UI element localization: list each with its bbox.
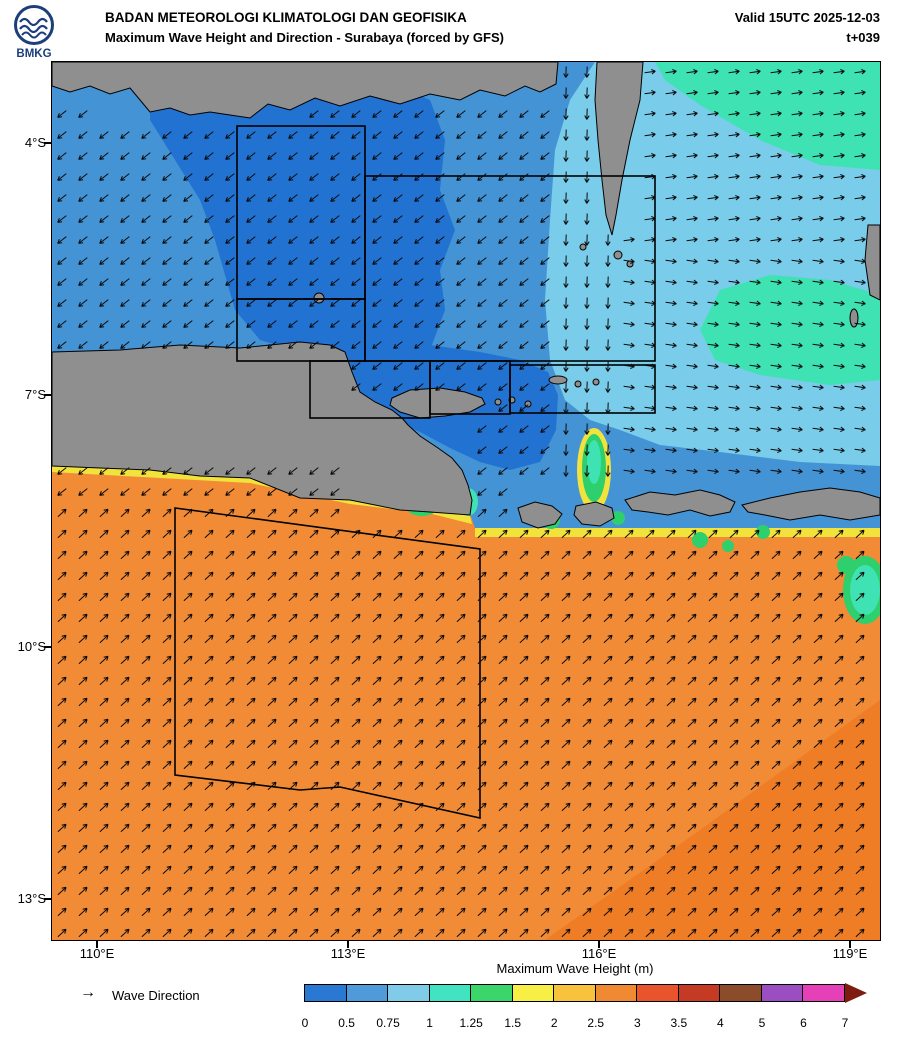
sea-region-orange — [52, 462, 880, 940]
island — [494, 398, 502, 406]
colorbar-segment — [387, 984, 430, 1002]
axis-tick — [44, 898, 51, 900]
colorbar-tick-label: 1.25 — [459, 1016, 483, 1030]
product-title: Maximum Wave Height and Direction - Sura… — [105, 30, 504, 45]
wave-direction-arrows — [57, 66, 866, 938]
land-bali — [517, 501, 563, 529]
colorbar-tick-label: 0 — [301, 1016, 309, 1030]
land-lombok — [573, 501, 615, 527]
land-madura — [389, 387, 486, 419]
colorbar-tick-label: 2.5 — [587, 1016, 605, 1030]
coast-blob — [850, 565, 880, 615]
axis-tick — [347, 941, 349, 948]
valid-time: Valid 15UTC 2025-12-03 — [734, 10, 880, 25]
logo-wave-2 — [19, 24, 48, 34]
colorbar-tick-label: 3 — [633, 1016, 641, 1030]
sea-region-dark-north — [150, 70, 455, 358]
colorbar-segment — [802, 984, 845, 1002]
map-svg — [52, 62, 880, 940]
agency-title: BADAN METEOROLOGI KLIMATOLOGI DAN GEOFIS… — [105, 10, 467, 25]
island — [574, 380, 582, 388]
land-sumbawa — [624, 489, 736, 517]
forecast-step: t+039 — [846, 30, 880, 45]
colorbar-tick-label: 4 — [717, 1016, 724, 1030]
forecast-zone-box-south — [174, 507, 481, 819]
colorbar-tick-label: 1.5 — [504, 1016, 522, 1030]
lat-label-13s: 13°S — [17, 891, 46, 906]
island-selayar — [849, 308, 859, 328]
colorbar-overflow-arrow — [845, 983, 867, 1003]
colorbar-segment — [719, 984, 762, 1002]
colorbar-tick-label: 3.5 — [670, 1016, 688, 1030]
colorbar-segment — [470, 984, 513, 1002]
colorbar-segment — [304, 984, 347, 1002]
colorbar-segment — [760, 984, 804, 1002]
island-kangean — [548, 375, 568, 385]
colorbar-segment — [677, 984, 721, 1002]
sea-region-teal-ne — [655, 62, 880, 170]
land-sulawesi-tip — [864, 224, 880, 301]
colorbar-tick-label: 1 — [426, 1016, 433, 1030]
lon-label-119e: 119°E — [832, 946, 868, 961]
lat-label-4s: 4°S — [24, 135, 46, 150]
lat-label-7s: 7°S — [24, 387, 46, 402]
coast-blob — [611, 511, 625, 525]
coast-blob — [756, 525, 770, 539]
axis-tick — [96, 941, 98, 948]
colorbar-title: Maximum Wave Height (m) — [496, 961, 654, 976]
coast-fringe-yellow-islands — [475, 528, 880, 537]
forecast-zone-box — [236, 298, 366, 362]
island-masalembo — [579, 243, 587, 251]
colorbar-tick-label: 2 — [550, 1016, 558, 1030]
logo-wave-1 — [19, 17, 48, 27]
axis-tick — [44, 646, 51, 648]
colorbar-tick-label: 7 — [841, 1016, 849, 1030]
axis-tick — [44, 394, 51, 396]
axis-tick — [44, 142, 51, 144]
colorbar-tick-label: 0.75 — [376, 1016, 400, 1030]
coast-fringe-yellow-java — [52, 462, 472, 524]
wave-direction-label: Wave Direction — [112, 988, 200, 1003]
colorbar-segment — [636, 984, 679, 1002]
lon-label-110e: 110°E — [79, 946, 115, 961]
axis-tick — [598, 941, 600, 948]
colorbar — [304, 984, 845, 1002]
coast-blob — [692, 532, 708, 548]
forecast-zone-box — [509, 364, 656, 414]
land-kalimantan-arm — [594, 62, 644, 236]
axis-tick — [849, 941, 851, 948]
lon-label-116e: 116°E — [581, 946, 617, 961]
coast-blob — [587, 440, 601, 484]
wave-direction-arrow-glyph: → — [80, 984, 96, 1001]
land-kalimantan — [52, 62, 559, 119]
land-flores — [741, 487, 880, 521]
colorbar-segment — [345, 984, 389, 1002]
colorbar-segment — [428, 984, 472, 1002]
lat-label-10s: 10°S — [17, 639, 46, 654]
colorbar-tick-label: 5 — [758, 1016, 766, 1030]
logo-wave-3 — [21, 31, 47, 39]
colorbar-segment — [594, 984, 638, 1002]
colorbar-segment — [511, 984, 555, 1002]
island — [592, 378, 600, 386]
colorbar-tick-label: 6 — [800, 1016, 807, 1030]
lon-label-113e: 113°E — [330, 946, 366, 961]
colorbar-tick-label: 0.5 — [338, 1016, 355, 1030]
bmkg-logo: BMKG — [14, 5, 54, 60]
island — [613, 250, 623, 260]
coast-blob — [722, 540, 734, 552]
sea-region-orange-deep — [545, 700, 880, 940]
land-java — [52, 341, 473, 516]
logo-text: BMKG — [16, 48, 51, 60]
colorbar-ticks: 0 0.5 0.75 1 1.25 1.5 2 2.5 3 3.5 4 5 6 7 — [301, 1016, 849, 1032]
colorbar-segment — [553, 984, 596, 1002]
map-frame — [51, 61, 881, 941]
